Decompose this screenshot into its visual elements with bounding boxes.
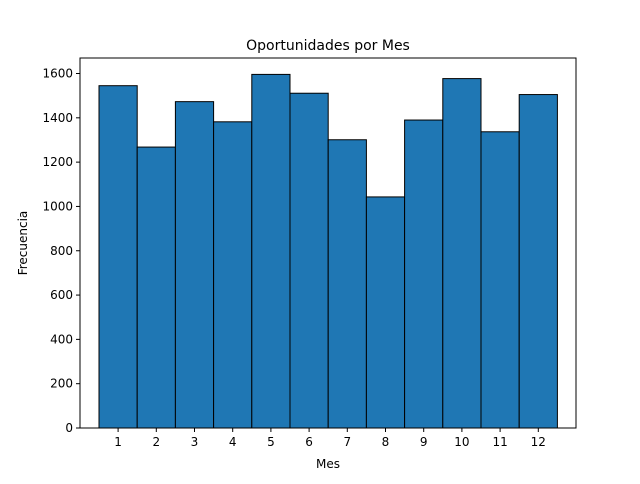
y-tick-label: 200 (50, 377, 73, 391)
x-tick-label: 12 (531, 435, 546, 449)
x-tick-label: 9 (420, 435, 428, 449)
x-tick-label: 3 (191, 435, 199, 449)
x-axis-label: Mes (316, 457, 340, 471)
bar-7 (327, 139, 367, 429)
bar-9 (404, 119, 444, 429)
y-tick-label: 800 (50, 244, 73, 258)
y-tick-label: 400 (50, 332, 73, 346)
x-tick-label: 6 (305, 435, 313, 449)
y-tick-label: 1000 (42, 199, 73, 213)
bar-8 (365, 196, 406, 429)
x-tick-label: 11 (492, 435, 507, 449)
bar-2 (136, 146, 176, 429)
bar-5 (251, 73, 291, 429)
y-tick-label: 1200 (42, 155, 73, 169)
chart-title: Oportunidades por Mes (246, 38, 410, 54)
bar-12 (518, 94, 558, 429)
x-axis-ticks: 1 2 3 4 5 6 7 8 9 10 11 12 (114, 428, 546, 449)
x-tick-label: 1 (114, 435, 122, 449)
bar-4 (213, 121, 253, 429)
y-axis-label: Frecuencia (16, 211, 30, 276)
y-tick-label: 1600 (42, 67, 73, 81)
bar-6 (289, 92, 329, 429)
bar-11 (480, 131, 520, 429)
y-tick-label: 600 (50, 288, 73, 302)
bar-1 (98, 85, 138, 429)
y-axis-ticks: 0 200 400 600 800 1000 1200 1400 1600 (42, 67, 80, 435)
x-tick-label: 7 (343, 435, 351, 449)
x-tick-label: 8 (382, 435, 390, 449)
x-tick-label: 4 (229, 435, 237, 449)
x-tick-label: 10 (454, 435, 469, 449)
x-tick-label: 5 (267, 435, 275, 449)
bar-10 (442, 78, 482, 429)
x-tick-label: 2 (152, 435, 160, 449)
plot-frame (79, 57, 577, 429)
y-tick-label: 0 (65, 421, 73, 435)
bar-3 (174, 101, 215, 429)
y-tick-label: 1400 (42, 111, 73, 125)
bars-group (98, 73, 558, 429)
